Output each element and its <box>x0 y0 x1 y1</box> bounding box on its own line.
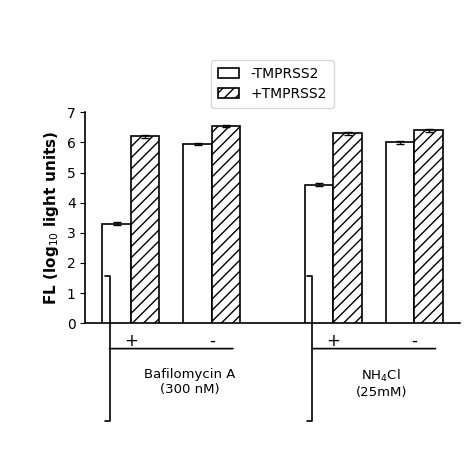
Bar <box>333 133 362 323</box>
Bar <box>212 126 240 323</box>
Bar <box>414 130 443 323</box>
Bar <box>386 142 414 323</box>
Text: +: + <box>327 332 340 350</box>
Bar <box>183 144 212 323</box>
Text: -: - <box>411 332 417 350</box>
Bar <box>305 185 333 323</box>
Text: Bafilomycin A
(300 nM): Bafilomycin A (300 nM) <box>145 368 236 396</box>
Y-axis label: FL (log$_{10}$ light units): FL (log$_{10}$ light units) <box>42 131 61 305</box>
Text: +: + <box>124 332 137 350</box>
Text: -: - <box>209 332 215 350</box>
Bar <box>102 224 131 323</box>
Text: NH$_4$Cl
(25mM): NH$_4$Cl (25mM) <box>356 368 407 399</box>
Bar <box>131 136 159 323</box>
Legend: -TMPRSS2, +TMPRSS2: -TMPRSS2, +TMPRSS2 <box>211 60 334 108</box>
